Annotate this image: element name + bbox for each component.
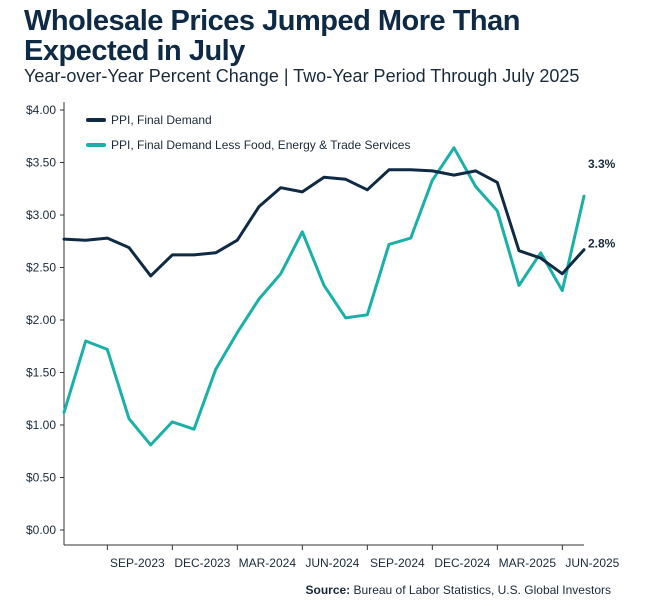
data-point (62, 411, 66, 414)
legend-label: PPI, Final Demand Less Food, Energy & Tr… (111, 138, 410, 152)
chart-title: Wholesale Prices Jumped More Than Expect… (24, 5, 520, 67)
y-tick-label: $4.00 (26, 103, 56, 117)
data-point (171, 420, 174, 424)
data-point (409, 168, 412, 172)
y-tick-label: $2.00 (26, 313, 56, 327)
y-tick-label: $3.50 (26, 156, 56, 170)
legend-label: PPI, Final Demand (111, 113, 212, 127)
end-label-ppi-core: 3.3% (588, 157, 616, 171)
data-point (366, 313, 369, 316)
source-text: Bureau of Labor Statistics, U.S. Global … (353, 583, 611, 597)
data-point (301, 230, 304, 233)
data-point (344, 178, 347, 181)
y-tick-label: $2.50 (26, 261, 56, 275)
x-tick-label: SEP-2024 (370, 556, 425, 570)
y-tick-label: $3.00 (26, 208, 56, 222)
data-point (322, 176, 326, 179)
data-point (474, 185, 477, 188)
data-point (279, 272, 282, 275)
data-point (517, 249, 521, 252)
data-point (127, 417, 131, 420)
x-tick-label: SEP-2023 (110, 556, 165, 570)
data-point (517, 284, 521, 287)
data-point (192, 253, 196, 257)
data-point (452, 173, 456, 177)
x-tick-label: JUN-2025 (565, 556, 619, 570)
data-point (149, 443, 152, 447)
source-note: Source: Bureau of Labor Statistics, U.S.… (306, 583, 612, 597)
y-tick-label: $1.50 (26, 366, 56, 380)
data-point (257, 205, 261, 208)
data-point (106, 236, 109, 240)
data-point (474, 169, 477, 173)
data-point (214, 251, 217, 254)
data-point (301, 190, 304, 194)
data-point (236, 331, 239, 334)
data-point (322, 284, 326, 287)
x-tick-label: MAR-2025 (499, 556, 557, 570)
series-line-ppi-final-demand (62, 168, 586, 278)
data-point (409, 236, 412, 240)
data-point (582, 248, 586, 251)
data-point (539, 251, 542, 254)
data-point (387, 168, 391, 172)
data-point (431, 169, 434, 173)
data-point (452, 146, 456, 149)
data-point (366, 188, 369, 191)
data-point (496, 209, 499, 212)
y-tick-label: $0.00 (26, 523, 56, 537)
x-tick-label: MAR-2024 (239, 556, 297, 570)
data-point (84, 239, 87, 242)
end-label-ppi-final-demand: 2.8% (588, 237, 616, 251)
x-tick-label: DEC-2024 (434, 556, 490, 570)
data-point (84, 339, 87, 343)
data-point (257, 297, 261, 301)
data-point (236, 239, 239, 242)
x-tick-label: DEC-2023 (174, 556, 230, 570)
y-tick-label: $0.50 (26, 471, 56, 485)
data-point (387, 243, 391, 246)
data-point (496, 181, 499, 184)
data-point (171, 253, 174, 257)
data-point (539, 256, 542, 260)
x-tick-label: JUN-2024 (305, 556, 359, 570)
data-point (561, 272, 564, 275)
y-tick-label: $1.00 (26, 418, 56, 432)
data-point (106, 348, 109, 351)
data-point (279, 186, 282, 189)
data-point (344, 316, 347, 320)
data-point (431, 179, 434, 182)
source-label: Source: (305, 583, 351, 597)
data-point (149, 274, 152, 278)
data-point (62, 237, 66, 241)
data-point (192, 428, 196, 431)
chart-subtitle: Year-over-Year Percent Change | Two-Year… (24, 66, 580, 86)
series-line-ppi-core (62, 146, 586, 447)
data-point (214, 368, 217, 371)
data-point (582, 194, 586, 198)
data-point (561, 289, 564, 292)
data-point (127, 246, 131, 249)
